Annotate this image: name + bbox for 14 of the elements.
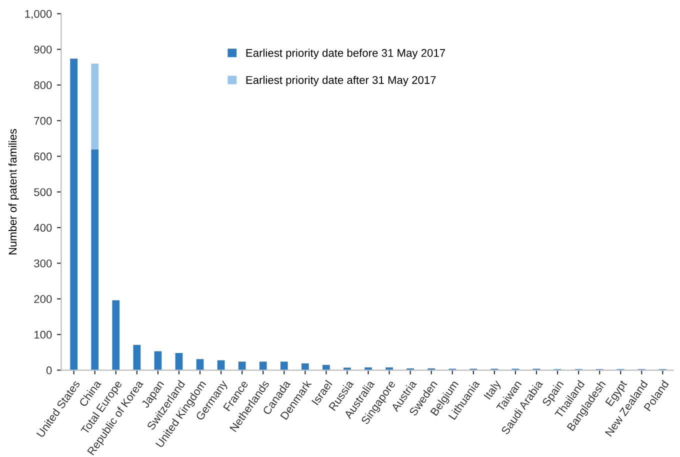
y-tick-label: 400: [34, 224, 52, 232]
legend-label: Earliest priority date before 31 May 2017: [246, 48, 445, 60]
legend-label: Earliest priority date after 31 May 2017: [246, 76, 436, 86]
y-tick-label: 800: [34, 81, 52, 90]
y-tick-label: 1,000: [25, 10, 52, 20]
y-tick-label: 600: [34, 152, 52, 160]
y-tick-label: 500: [34, 188, 52, 196]
y-axis-title: Number of patent families: [8, 129, 19, 254]
y-tick-label: 700: [34, 116, 52, 125]
y-tick-label: 200: [34, 295, 52, 304]
y-tick-label: 300: [34, 260, 52, 268]
y-tick-label: 100: [34, 330, 52, 339]
y-tick-label: 0: [46, 366, 52, 374]
y-tick-label: 900: [34, 46, 52, 54]
